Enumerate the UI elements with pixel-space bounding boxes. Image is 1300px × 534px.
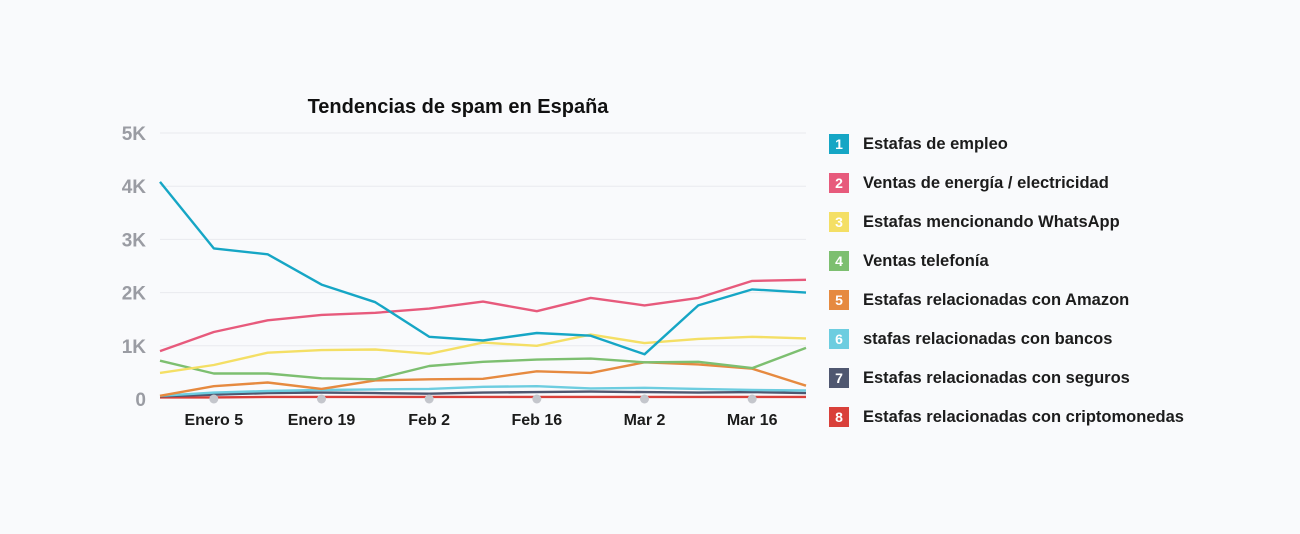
legend-number-badge: 8 xyxy=(829,407,849,427)
series-line-7 xyxy=(159,390,807,398)
x-tick-label: Enero 5 xyxy=(184,412,243,429)
gridlines xyxy=(160,132,806,347)
x-axis-markers xyxy=(209,394,757,404)
series-line-2 xyxy=(159,278,807,353)
x-tick-label: Enero 19 xyxy=(288,412,356,429)
x-tick-label: Feb 2 xyxy=(408,412,450,429)
x-tick-marker xyxy=(317,394,326,404)
x-tick-marker xyxy=(532,394,542,404)
legend-number-badge: 2 xyxy=(829,173,849,193)
legend-number-badge: 5 xyxy=(829,290,849,310)
x-tick-marker xyxy=(747,394,757,404)
legend-label: Estafas de empleo xyxy=(863,135,1008,153)
legend-number-badge: 6 xyxy=(829,329,849,349)
y-tick-label: 2K xyxy=(122,284,147,305)
legend-label: Ventas telefonía xyxy=(863,252,989,270)
legend-number-badge: 3 xyxy=(829,212,849,232)
series-lines xyxy=(159,181,807,399)
series-line-3 xyxy=(159,333,807,375)
x-tick-marker xyxy=(209,394,219,404)
y-tick-label: 1K xyxy=(122,337,147,358)
y-tick-label: 0 xyxy=(135,390,146,411)
legend-number-badge: 7 xyxy=(829,368,849,388)
x-tick-marker xyxy=(424,394,434,404)
legend-label: Estafas mencionando WhatsApp xyxy=(863,213,1120,231)
series-line-6 xyxy=(159,385,807,397)
legend-label: Estafas relacionadas con seguros xyxy=(863,369,1130,387)
x-tick-marker xyxy=(640,394,649,404)
legend-number-badge: 1 xyxy=(829,134,849,154)
y-axis-ticks: 0 1K 2K 3K 4K 5K xyxy=(122,124,147,411)
x-axis-ticks: Enero 5 Enero 19 Feb 2 Feb 16 Mar 2 Mar 16 xyxy=(184,412,777,429)
legend-label: Ventas de energía / electricidad xyxy=(863,174,1109,192)
legend-number-badge: 4 xyxy=(829,251,849,271)
series-line-5 xyxy=(159,361,807,397)
series-line-4 xyxy=(159,346,807,381)
series-line-8 xyxy=(160,395,806,399)
chart-title: Tendencias de spam en España xyxy=(308,96,610,118)
x-tick-label: Mar 2 xyxy=(624,412,666,429)
y-tick-label: 3K xyxy=(122,230,147,251)
y-tick-label: 5K xyxy=(122,124,147,145)
legend-label: stafas relacionadas con bancos xyxy=(863,330,1113,348)
legend-label: Estafas relacionadas con criptomonedas xyxy=(863,408,1184,426)
x-tick-label: Feb 16 xyxy=(511,412,562,429)
y-tick-label: 4K xyxy=(122,177,147,198)
series-line-1 xyxy=(159,181,807,356)
legend-label: Estafas relacionadas con Amazon xyxy=(863,291,1130,309)
x-tick-label: Mar 16 xyxy=(727,412,778,429)
